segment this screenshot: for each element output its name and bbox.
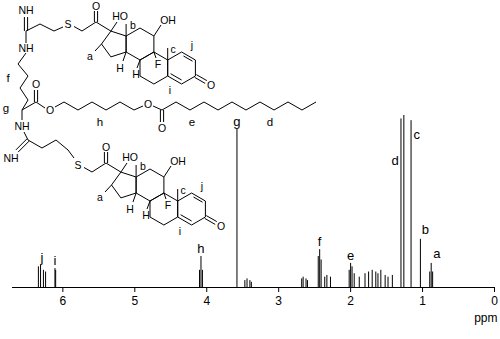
svg-text:1: 1 (419, 294, 426, 308)
svg-text:i: i (169, 84, 171, 96)
svg-text:e: e (347, 248, 354, 263)
svg-text:ppm: ppm (474, 311, 497, 325)
svg-text:O: O (207, 79, 215, 91)
svg-text:O: O (32, 78, 40, 90)
svg-text:H: H (132, 68, 140, 80)
svg-text:h: h (97, 116, 103, 128)
svg-text:d: d (267, 116, 273, 128)
svg-text:b: b (140, 160, 146, 172)
svg-text:HO: HO (112, 10, 128, 22)
svg-text:NH: NH (3, 152, 18, 164)
svg-text:3: 3 (275, 294, 282, 308)
svg-text:O: O (92, 0, 100, 12)
svg-text:S: S (74, 159, 81, 171)
svg-text:O: O (102, 141, 110, 153)
svg-text:g: g (3, 102, 9, 114)
svg-text:OH: OH (160, 14, 176, 26)
svg-text:c: c (180, 184, 185, 196)
svg-text:i: i (179, 225, 181, 237)
svg-text:e: e (189, 116, 195, 128)
svg-text:F: F (155, 58, 161, 70)
svg-text:j: j (190, 39, 193, 51)
svg-text:H: H (126, 203, 134, 215)
svg-text:O: O (158, 122, 166, 134)
svg-text:f: f (318, 234, 322, 249)
svg-text:b: b (130, 19, 136, 31)
svg-text:6: 6 (60, 294, 67, 308)
svg-text:j: j (200, 180, 203, 192)
svg-text:5: 5 (131, 294, 138, 308)
svg-text:j: j (40, 250, 44, 265)
svg-text:HO: HO (122, 151, 138, 163)
svg-text:h: h (197, 241, 204, 256)
svg-text:g: g (233, 114, 240, 129)
svg-text:O: O (46, 104, 54, 116)
svg-text:i: i (53, 253, 56, 268)
svg-text:b: b (422, 222, 429, 237)
svg-text:H: H (142, 209, 150, 221)
svg-text:a: a (87, 50, 93, 62)
svg-text:0: 0 (491, 294, 498, 308)
svg-text:2: 2 (347, 294, 354, 308)
svg-text:NH: NH (14, 120, 29, 132)
svg-text:c: c (170, 43, 175, 55)
svg-text:a: a (433, 246, 441, 261)
svg-text:O: O (144, 98, 152, 110)
svg-text:d: d (392, 153, 399, 168)
svg-text:S: S (64, 18, 71, 30)
svg-text:NH: NH (18, 42, 33, 54)
svg-text:H: H (116, 62, 124, 74)
svg-text:a: a (97, 191, 103, 203)
svg-text:F: F (165, 199, 171, 211)
svg-text:NH: NH (18, 4, 33, 16)
svg-text:f: f (6, 72, 10, 84)
svg-text:4: 4 (203, 294, 210, 308)
svg-text:c: c (414, 127, 421, 142)
svg-text:O: O (217, 220, 225, 232)
svg-text:OH: OH (170, 155, 186, 167)
